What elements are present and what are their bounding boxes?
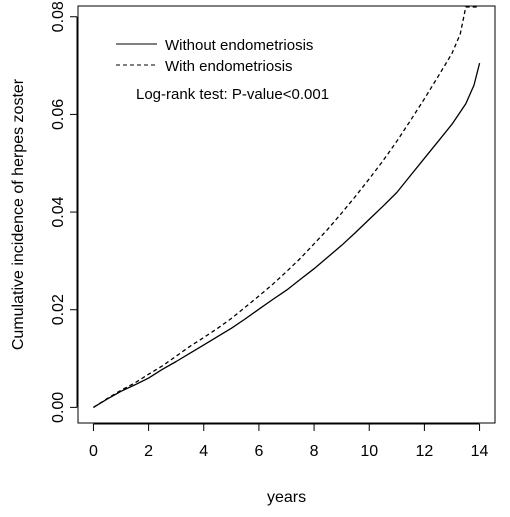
x-tick-label: 2 xyxy=(144,443,153,460)
log-rank-annotation: Log-rank test: P-value<0.001 xyxy=(136,86,329,103)
x-tick-label: 0 xyxy=(89,443,98,460)
x-tick-label: 10 xyxy=(360,443,378,460)
y-tick-label: 0.06 xyxy=(50,99,67,130)
x-tick-label: 6 xyxy=(254,443,263,460)
x-tick-label: 8 xyxy=(310,443,319,460)
legend: Without endometriosis With endometriosis xyxy=(116,37,313,75)
y-tick-label: 0.00 xyxy=(50,392,67,423)
series-line-without-endometriosis xyxy=(93,62,481,408)
series-line-with-endometriosis xyxy=(93,6,480,408)
y-tick-label: 0.04 xyxy=(50,196,67,227)
y-tick-label: 0.08 xyxy=(50,1,67,32)
plot-frame xyxy=(77,5,496,424)
legend-label-with-endometriosis: With endometriosis xyxy=(165,58,293,75)
series-layer xyxy=(93,6,481,408)
x-tick-label: 4 xyxy=(199,443,208,460)
y-tick-label: 0.02 xyxy=(50,294,67,325)
x-axis: 0 2 4 6 8 10 12 14 xyxy=(89,423,489,460)
x-tick-label: 14 xyxy=(471,443,489,460)
legend-label-without-endometriosis: Without endometriosis xyxy=(165,37,313,54)
y-axis: 0.00 0.02 0.04 0.06 0.08 xyxy=(50,1,78,423)
x-tick-label: 12 xyxy=(415,443,433,460)
y-axis-label: Cumulative incidence of herpes zoster xyxy=(10,78,27,350)
x-axis-label: years xyxy=(267,489,306,506)
